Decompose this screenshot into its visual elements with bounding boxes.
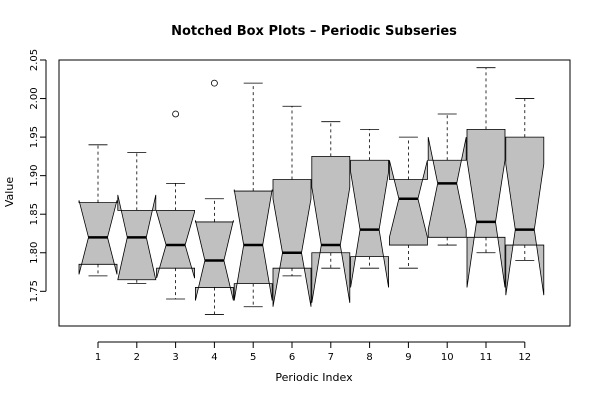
x-tick-label: 9 [405, 352, 411, 363]
box-1 [78, 144, 118, 277]
notched-box [350, 159, 390, 288]
x-tick-label: 3 [172, 352, 178, 363]
y-tick-label: 1.95 [29, 126, 40, 148]
y-tick-label: 1.90 [29, 165, 40, 187]
x-axis-label: Periodic Index [275, 371, 353, 384]
box-2 [117, 152, 157, 284]
box-4 [194, 79, 234, 315]
y-tick-label: 2.00 [29, 87, 40, 109]
x-tick-label: 7 [328, 352, 334, 363]
plot-marks: 1.751.801.851.901.952.002.051 2 3 4 5 6 7 8 9 10 1… [29, 49, 545, 363]
y-tick-label: 1.85 [29, 203, 40, 225]
x-tick-label: 5 [250, 352, 256, 363]
y-tick-label: 1.75 [29, 280, 40, 302]
box-12 [505, 98, 545, 296]
notched-box [272, 179, 312, 307]
notched-box [388, 160, 428, 246]
outlier-point [172, 110, 180, 118]
box-7 [311, 121, 351, 303]
box-10 [427, 113, 467, 246]
x-tick-label: 4 [211, 352, 217, 363]
box-9 [388, 136, 428, 269]
x-tick-label: 1 [95, 352, 101, 363]
chart-title: Notched Box Plots – Periodic Subseries [171, 24, 457, 39]
box-5 [233, 82, 273, 308]
x-tick-label: 10 [441, 352, 454, 363]
x-tick-label: 6 [289, 352, 295, 363]
plot-frame [58, 59, 571, 327]
outlier-point [210, 79, 218, 87]
notched-box [466, 128, 506, 288]
x-tick-label: 2 [134, 352, 140, 363]
x-tick-label: 11 [480, 352, 493, 363]
box-3 [156, 110, 196, 300]
box-6 [272, 105, 312, 307]
notched-box [505, 136, 545, 296]
x-tick-label: 8 [366, 352, 372, 363]
box-11 [466, 67, 506, 288]
notched-box [427, 137, 467, 238]
y-tick-label: 2.05 [29, 49, 40, 71]
notched-box [311, 155, 351, 303]
x-tick-label: 12 [518, 352, 531, 363]
y-axis-label: Value [3, 177, 16, 207]
y-tick-label: 1.80 [29, 242, 40, 264]
box-8 [350, 128, 390, 288]
